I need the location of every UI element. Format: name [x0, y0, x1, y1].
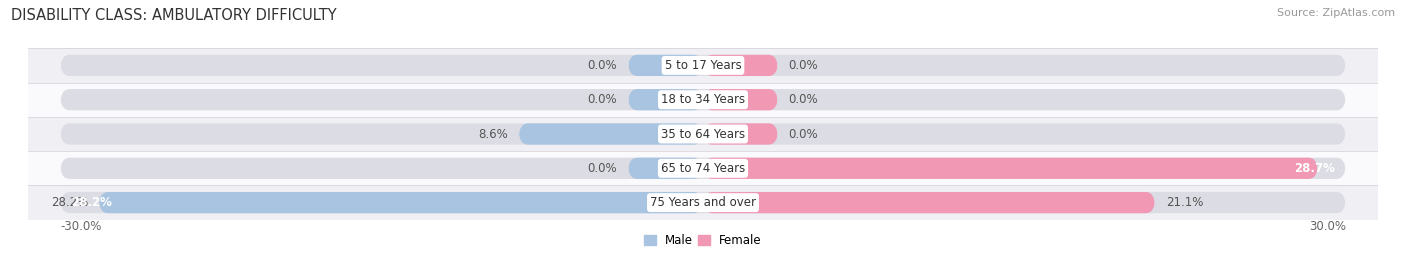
FancyBboxPatch shape — [703, 158, 1317, 179]
Bar — [28, 185, 1378, 220]
Text: 0.0%: 0.0% — [588, 59, 617, 72]
FancyBboxPatch shape — [628, 158, 703, 179]
Text: 0.0%: 0.0% — [588, 162, 617, 175]
Legend: Male, Female: Male, Female — [640, 229, 766, 252]
Text: 35 to 64 Years: 35 to 64 Years — [661, 128, 745, 140]
Text: 28.7%: 28.7% — [1294, 162, 1336, 175]
Text: 0.0%: 0.0% — [789, 59, 818, 72]
Text: 0.0%: 0.0% — [789, 93, 818, 106]
FancyBboxPatch shape — [703, 123, 778, 145]
FancyBboxPatch shape — [60, 192, 1346, 213]
Text: 21.1%: 21.1% — [1166, 196, 1204, 209]
Text: 65 to 74 Years: 65 to 74 Years — [661, 162, 745, 175]
FancyBboxPatch shape — [60, 89, 1346, 110]
Bar — [28, 151, 1378, 185]
Text: 28.2%: 28.2% — [70, 196, 112, 209]
Bar — [28, 83, 1378, 117]
Text: 75 Years and over: 75 Years and over — [650, 196, 756, 209]
Bar — [28, 48, 1378, 83]
FancyBboxPatch shape — [628, 55, 703, 76]
FancyBboxPatch shape — [703, 89, 778, 110]
Text: 28.2%: 28.2% — [51, 196, 89, 209]
Text: 8.6%: 8.6% — [478, 128, 508, 140]
FancyBboxPatch shape — [98, 192, 703, 213]
Text: 18 to 34 Years: 18 to 34 Years — [661, 93, 745, 106]
FancyBboxPatch shape — [60, 55, 1346, 76]
FancyBboxPatch shape — [519, 123, 703, 145]
Text: 0.0%: 0.0% — [789, 128, 818, 140]
FancyBboxPatch shape — [703, 192, 1156, 213]
Text: DISABILITY CLASS: AMBULATORY DIFFICULTY: DISABILITY CLASS: AMBULATORY DIFFICULTY — [11, 8, 337, 23]
Text: 0.0%: 0.0% — [588, 93, 617, 106]
Text: 5 to 17 Years: 5 to 17 Years — [665, 59, 741, 72]
Text: -30.0%: -30.0% — [60, 220, 101, 233]
Text: Source: ZipAtlas.com: Source: ZipAtlas.com — [1277, 8, 1395, 18]
FancyBboxPatch shape — [628, 89, 703, 110]
Bar — [28, 117, 1378, 151]
FancyBboxPatch shape — [60, 123, 1346, 145]
FancyBboxPatch shape — [60, 158, 1346, 179]
FancyBboxPatch shape — [703, 55, 778, 76]
Text: 30.0%: 30.0% — [1309, 220, 1346, 233]
